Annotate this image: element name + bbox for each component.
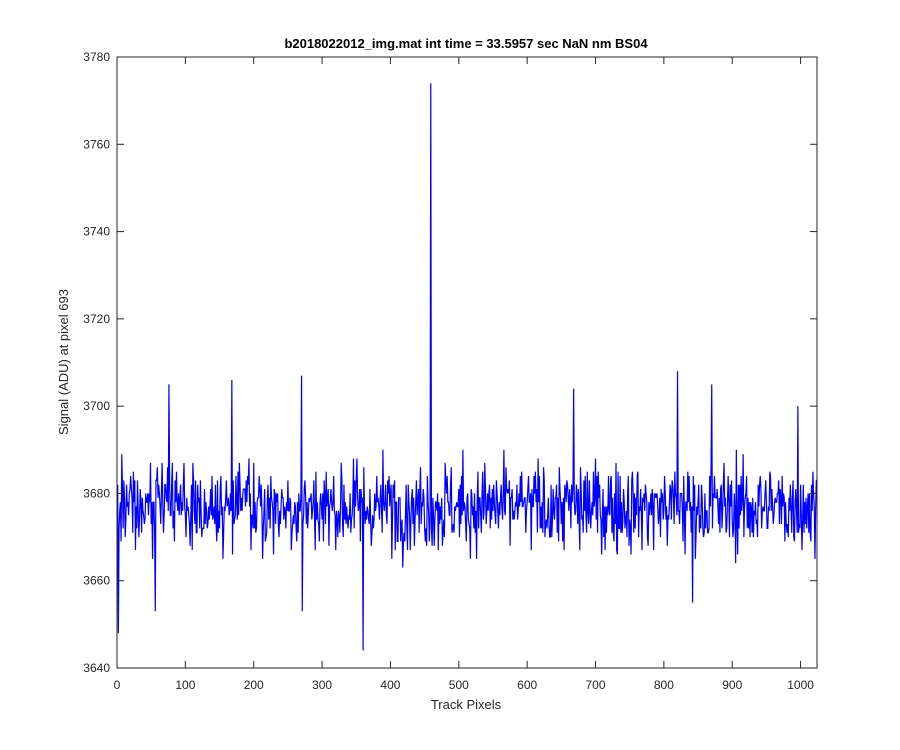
y-tick-label: 3640 xyxy=(83,661,110,675)
x-tick-label: 400 xyxy=(380,678,400,692)
y-axis-label: Signal (ADU) at pixel 693 xyxy=(56,289,71,435)
x-tick-label: 1000 xyxy=(787,678,814,692)
y-tick-label: 3760 xyxy=(83,137,110,151)
x-tick-label: 500 xyxy=(449,678,469,692)
y-tick-label: 3720 xyxy=(83,312,110,326)
x-axis-label: Track Pixels xyxy=(431,697,502,712)
chart-title: b2018022012_img.mat int time = 33.5957 s… xyxy=(284,36,648,51)
y-tick-label: 3780 xyxy=(83,50,110,64)
x-tick-label: 800 xyxy=(654,678,674,692)
x-tick-label: 200 xyxy=(244,678,264,692)
plot-area xyxy=(117,57,817,668)
y-axis-ticks: 3640 3660 3680 3700 3720 3740 3760 3780 xyxy=(83,50,817,675)
x-tick-label: 700 xyxy=(586,678,606,692)
y-tick-label: 3680 xyxy=(83,486,110,500)
y-tick-label: 3700 xyxy=(83,399,110,413)
x-tick-label: 600 xyxy=(517,678,537,692)
x-tick-label: 0 xyxy=(114,678,121,692)
data-layer xyxy=(117,83,817,651)
plot-frame xyxy=(116,56,818,669)
x-tick-label: 300 xyxy=(312,678,332,692)
y-tick-label: 3740 xyxy=(83,225,110,239)
y-tick-label: 3660 xyxy=(83,574,110,588)
x-tick-label: 100 xyxy=(175,678,195,692)
x-tick-label: 900 xyxy=(722,678,742,692)
x-axis-ticks: 0 100 200 300 400 500 600 700 800 900 1000 xyxy=(114,57,814,692)
signal-series-line xyxy=(117,83,817,651)
